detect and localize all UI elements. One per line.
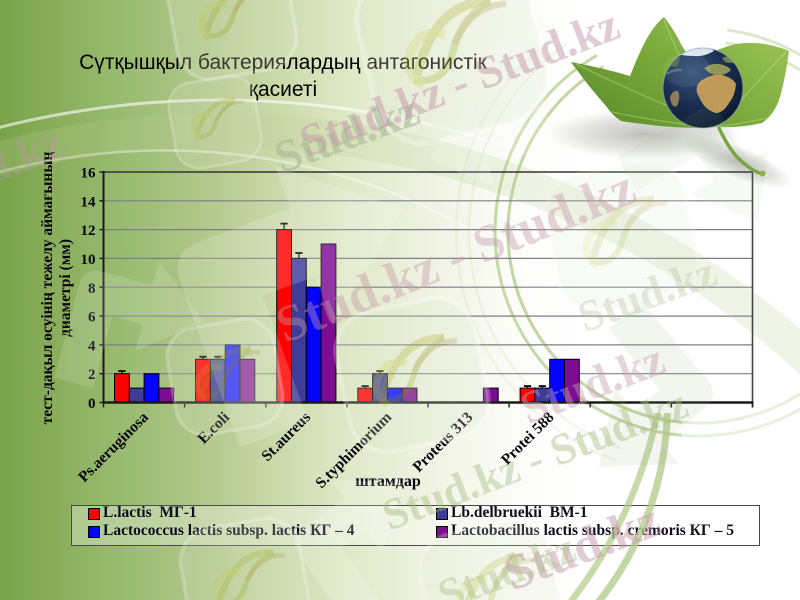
svg-text:0: 0 bbox=[88, 396, 96, 412]
svg-text:14: 14 bbox=[81, 194, 97, 210]
svg-text:тест-дақыл өсуінің тежелу айма: тест-дақыл өсуінің тежелу аймағының bbox=[39, 152, 56, 425]
svg-text:16: 16 bbox=[81, 166, 97, 182]
svg-text:d.kz: d.kz bbox=[0, 117, 70, 194]
svg-text:10: 10 bbox=[81, 252, 96, 268]
svg-text:12: 12 bbox=[81, 223, 96, 239]
svg-text:диаметрі (мм): диаметрі (мм) bbox=[57, 239, 74, 337]
